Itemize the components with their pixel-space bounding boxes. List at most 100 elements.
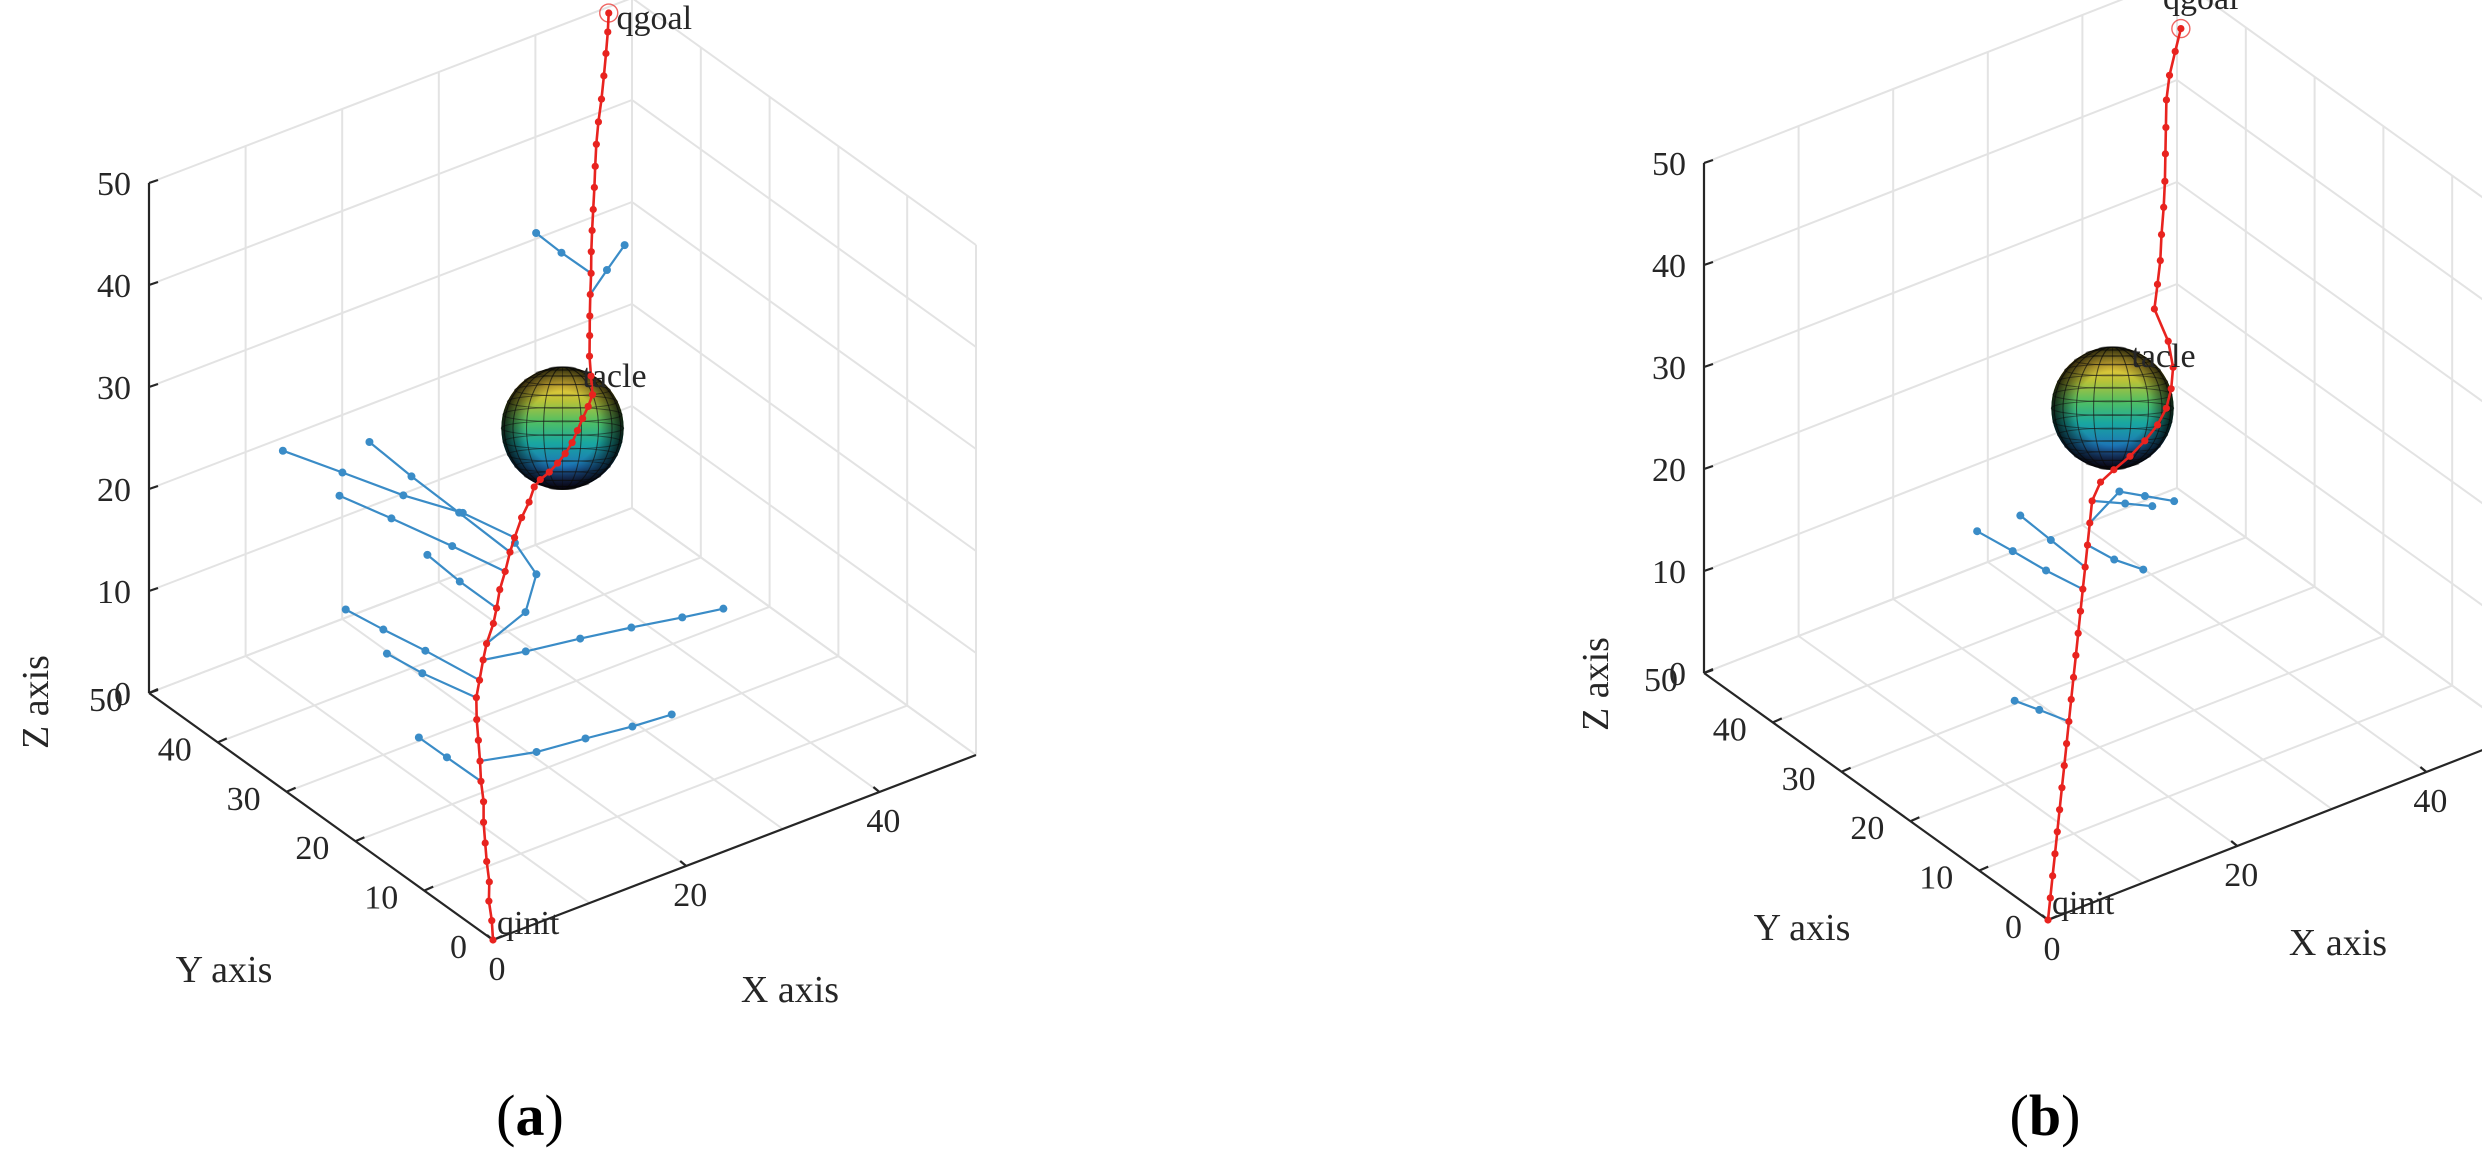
- wall-grid-line: [2176, 283, 2482, 505]
- goal-marker: [2171, 18, 2191, 39]
- y-tick-label: 30: [227, 781, 261, 818]
- z-axis-label: Z axis: [1575, 637, 1617, 731]
- y-axis-label: Y axis: [176, 949, 273, 991]
- z-tick-label: 0: [114, 676, 131, 713]
- tree-node: [719, 604, 728, 613]
- wall-grid-line: [633, 0, 977, 246]
- tree-node: [2148, 502, 2157, 511]
- path-node: [2056, 806, 2064, 814]
- z-tick-mark: [1703, 566, 1714, 573]
- path-node: [587, 248, 595, 256]
- path-node: [518, 514, 526, 522]
- path-node: [2046, 894, 2054, 902]
- path-node: [2171, 47, 2179, 56]
- y-axis-label: Y axis: [1754, 907, 1851, 949]
- wall-grid-line: [631, 201, 977, 450]
- z-tick-label: 20: [1652, 452, 1686, 489]
- tree-node: [418, 669, 427, 678]
- annotation-qgoal: qgoal: [617, 0, 693, 37]
- y-tick-mark: [217, 737, 228, 744]
- path-node: [2053, 828, 2061, 836]
- path-node: [501, 567, 509, 576]
- tree-node: [2035, 705, 2044, 714]
- tree-node: [602, 265, 611, 274]
- floor-grid-line: [2176, 487, 2482, 709]
- wall-grid-line: [1703, 79, 2178, 266]
- floor-grid-line: [1978, 684, 2453, 872]
- path-node: [2079, 585, 2087, 593]
- tree-node: [2042, 566, 2051, 575]
- z-tick-label: 30: [97, 370, 131, 407]
- tree-node: [1973, 527, 1982, 536]
- z-axis-label: Z axis: [15, 655, 57, 749]
- x-axis-line: [492, 753, 977, 942]
- annotation-tacle: tacle: [582, 358, 646, 395]
- x-tick-label: 40: [2413, 783, 2447, 820]
- path-node: [485, 897, 493, 905]
- path-node: [2141, 437, 2149, 445]
- tree-node: [581, 734, 590, 743]
- path-line: [474, 12, 610, 941]
- z-tick-label: 0: [1669, 656, 1686, 693]
- y-tick-label: 50: [1644, 662, 1678, 699]
- x-axis-label: X axis: [2289, 922, 2387, 964]
- path-node: [588, 226, 596, 235]
- z-tick-mark: [1703, 158, 1714, 165]
- tree-node: [278, 446, 287, 455]
- path-node: [473, 716, 481, 724]
- tree-branch: [2088, 490, 2175, 524]
- path-node: [2044, 916, 2052, 924]
- floor-grid-line: [341, 618, 687, 867]
- x-tick-label: 0: [2044, 931, 2061, 968]
- floor-grid-line: [355, 655, 839, 843]
- path-node: [2051, 850, 2059, 858]
- y-tick-label: 10: [1919, 860, 1953, 897]
- y-tick-mark: [148, 687, 159, 695]
- floor-grid-line: [1987, 561, 2333, 810]
- path-node: [2067, 695, 2075, 704]
- tree-node: [2140, 492, 2149, 501]
- annotation-qinit: qinit: [497, 905, 560, 942]
- tree-node: [521, 608, 530, 617]
- tree-node: [532, 570, 541, 579]
- path-line: [2046, 28, 2183, 921]
- y-tick-label: 20: [1850, 810, 1884, 847]
- tree-node: [338, 468, 347, 477]
- path-node: [586, 290, 594, 299]
- path-node: [594, 118, 603, 126]
- path-node: [2162, 96, 2171, 104]
- floor-grid-line: [217, 556, 702, 744]
- y-tick-mark: [286, 786, 297, 793]
- path-series: [472, 3, 619, 944]
- path-node: [2069, 673, 2078, 681]
- tree-node: [678, 613, 687, 622]
- z-tick-mark: [1703, 362, 1714, 369]
- path-node: [2126, 452, 2134, 460]
- wall-grid-line: [1703, 0, 2124, 164]
- z-tick-label: 20: [97, 472, 131, 509]
- path-node: [2160, 203, 2168, 211]
- path-node: [477, 777, 485, 785]
- tree-node: [532, 747, 541, 756]
- floor-grid-line: [1841, 585, 2315, 773]
- wall-grid-line: [2176, 385, 2482, 607]
- path-node: [2153, 421, 2162, 429]
- floor-grid-line: [1892, 598, 2238, 847]
- wall-grid-line: [148, 507, 633, 694]
- path-node: [605, 9, 613, 17]
- path-node: [2150, 305, 2158, 313]
- floor-grid-line: [245, 655, 591, 904]
- path-series: [2044, 18, 2191, 924]
- wall-grid-line: [631, 507, 977, 756]
- tree-node: [379, 625, 388, 634]
- z-tick-label: 40: [97, 268, 131, 305]
- path-node: [591, 162, 599, 170]
- path-node: [586, 312, 594, 320]
- tree-node: [576, 634, 585, 643]
- panel-b-caption-label: b: [2029, 1083, 2061, 1148]
- z-tick-mark: [148, 178, 159, 185]
- path-node: [573, 426, 581, 435]
- path-node: [506, 548, 514, 556]
- y-tick-mark: [1978, 865, 1989, 872]
